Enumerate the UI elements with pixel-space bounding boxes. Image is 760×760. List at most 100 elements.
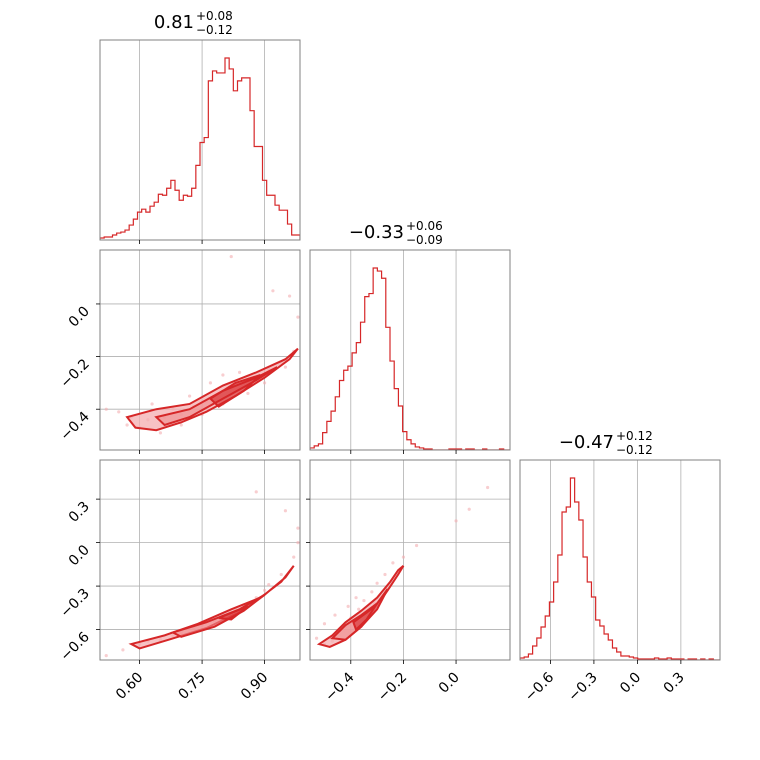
y-tick-label: 0.0 [66,303,93,330]
sample-point [296,526,300,530]
sample-point [121,648,125,652]
panel-frame [99,249,301,451]
panel-frame [99,39,301,241]
panel-frame [309,249,511,451]
sample-point [391,561,395,565]
histogram-panel-0: 0.81 +0.08−0.12 [99,9,301,244]
sample-point [467,507,471,511]
x-tick-label: −0.3 [565,670,600,705]
density-panel-2-1: −0.4 −0.2 0.0 [306,459,511,705]
histogram-panel-1: −0.33 +0.06−0.09 [309,219,511,454]
sample-point [271,289,275,293]
x-tick-label: 0.75 [176,670,209,703]
panel-title-lower: −0.09 [406,233,443,247]
sample-point [314,636,319,640]
sample-point [375,581,379,585]
y-tick-label: −0.6 [57,629,92,664]
sample-point [383,572,387,577]
sample-point [346,604,350,608]
x-tick-label: 0.0 [617,670,644,697]
contour-level-2 [170,593,266,638]
sample-point [221,373,225,377]
contour-level-1 [128,565,295,650]
density-content [104,254,300,435]
density-content [104,490,300,658]
x-tick-label: −0.2 [375,670,410,705]
y-tick-label: 0.0 [66,542,93,569]
sample-point [354,596,358,600]
sample-point [117,410,121,414]
panel-title-median: −0.47 [559,432,614,453]
panel-frame [519,459,721,661]
sample-point [333,613,337,617]
sample-point [414,543,419,548]
sample-point [179,423,183,427]
panel-frame [309,459,511,661]
grid [100,460,300,660]
sample-point [296,541,300,545]
sample-point [486,485,490,490]
sample-point [357,607,361,611]
panel-title-lower: −0.12 [196,23,233,37]
sample-point [150,402,154,406]
sample-point [158,431,163,435]
y-tick-label: −0.3 [57,586,92,621]
y-tick-label: −0.4 [57,409,92,444]
y-tick-label: −0.2 [57,356,92,391]
density-panel-1-0: −0.4 −0.2 0.0 [57,249,301,454]
panel-title-median: −0.33 [349,222,404,243]
panel-title-median: 0.81 [154,12,194,33]
x-tick-label: −0.6 [522,669,557,704]
sample-point [283,509,288,513]
grid [100,250,300,450]
sample-point [296,315,300,319]
y-tick-label: 0.3 [66,499,93,526]
sample-point [370,590,374,594]
sample-point [187,394,192,398]
sample-point [362,598,366,603]
contour-level-3 [352,602,378,632]
sample-point [237,370,242,374]
sample-point [322,622,327,626]
sample-point [262,381,267,385]
sample-point [283,365,288,369]
sample-point [104,407,108,411]
histogram-series [520,477,720,660]
sample-point [267,583,271,587]
sample-point [125,423,129,427]
sample-point [104,654,108,658]
sample-point [208,381,213,385]
sample-point [279,572,283,577]
sample-point [292,555,296,559]
sample-point [454,519,458,523]
contour-level-2 [330,588,389,641]
grid [350,250,457,450]
x-tick-label: 0.3 [661,670,688,697]
sample-point [401,555,406,559]
x-tick-label: −0.4 [322,669,357,704]
sample-point [246,391,250,396]
panel-title-upper: +0.12 [616,429,653,443]
panel-title-upper: +0.06 [406,219,443,233]
contour-level-3 [218,605,249,621]
panel-title-lower: −0.12 [616,443,653,457]
contour-level-1 [125,347,299,432]
density-content [314,485,490,649]
panel-title-upper: +0.08 [196,9,233,23]
histogram-series [310,267,510,450]
x-tick-label: 0.90 [238,670,271,703]
panel-frame [99,459,301,661]
sample-point [254,490,258,494]
histogram-panel-2: −0.6 −0.3 0.0 0.3 −0.47 +0.12−0.12 [519,429,721,705]
histogram-series [100,57,300,240]
density-panel-2-0: 0.60 0.75 0.90 −0.6 −0.3 0.0 0.3 [57,459,301,703]
x-tick-label: 0.60 [113,670,146,703]
contour-level-1 [316,565,405,649]
grid [550,460,682,660]
sample-point [229,254,233,259]
grid [139,40,265,240]
sample-point [262,588,267,593]
x-tick-label: 0.0 [436,670,463,697]
sample-point [287,294,292,298]
